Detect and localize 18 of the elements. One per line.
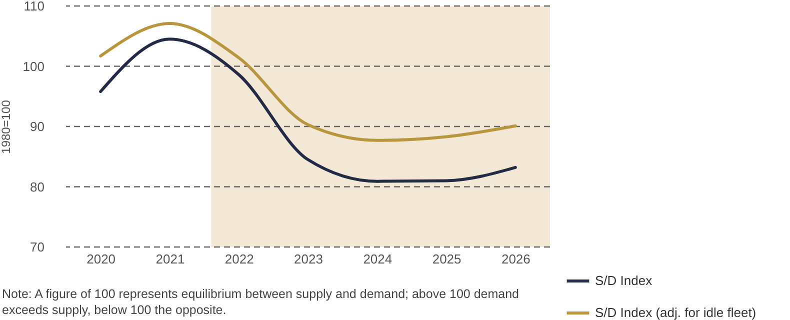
x-tick-label: 2025 xyxy=(432,252,462,266)
y-axis-title: 1980=100 xyxy=(0,100,13,154)
y-tick-label: 90 xyxy=(30,119,44,134)
y-tick-label: 100 xyxy=(22,58,44,74)
x-tick-label: 2022 xyxy=(224,252,254,266)
line-series xyxy=(99,38,517,183)
x-tick-label: 2024 xyxy=(363,252,392,266)
y-tick-label: 80 xyxy=(30,179,44,194)
x-tick-label: 2020 xyxy=(86,252,116,266)
legend-label: S/D Index xyxy=(595,273,653,288)
x-tick-label: 2021 xyxy=(156,252,185,266)
x-tick-label: 2023 xyxy=(294,252,323,266)
text: Note: A figure of 100 represents equilibrium between supply and demand; above 100 demand exceeds supply, below 100 the opposite. xyxy=(2,286,520,318)
legend-label: S/D Index (adj. for idle fleet) xyxy=(595,305,756,320)
x-tick-label: 2026 xyxy=(501,252,530,266)
y-tick-label: 110 xyxy=(24,0,44,14)
y-tick-label: 70 xyxy=(30,240,44,254)
line-series xyxy=(99,22,517,142)
